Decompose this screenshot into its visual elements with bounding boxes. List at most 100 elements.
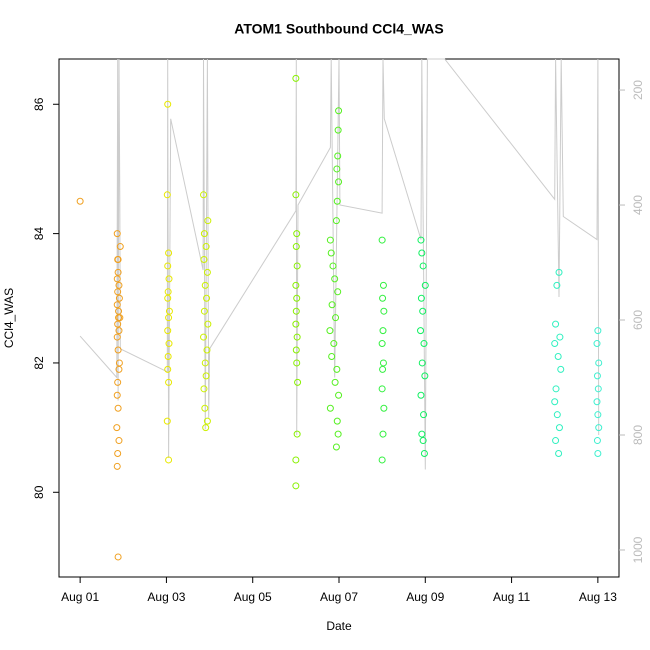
data-point	[335, 107, 343, 115]
data-point	[330, 340, 338, 348]
data-point	[165, 249, 173, 257]
data-point	[115, 327, 123, 335]
data-point	[204, 320, 212, 328]
data-point	[553, 411, 561, 419]
x-tick-label: Aug 01	[61, 590, 99, 604]
data-point	[332, 314, 340, 322]
data-point	[556, 333, 564, 341]
data-point	[203, 417, 211, 425]
data-point	[420, 449, 428, 457]
data-point	[593, 340, 601, 348]
data-point	[114, 404, 122, 412]
x-tick-label: Aug 05	[234, 590, 272, 604]
data-point	[379, 359, 387, 367]
data-point	[113, 391, 121, 399]
data-point	[200, 307, 208, 315]
data-point	[115, 365, 123, 373]
data-point	[553, 281, 561, 289]
data-point	[116, 314, 124, 322]
data-point	[552, 320, 560, 328]
data-point	[333, 197, 341, 205]
data-point	[292, 191, 300, 199]
data-point	[165, 456, 173, 464]
data-point	[421, 372, 429, 380]
data-point	[551, 398, 559, 406]
data-point	[293, 230, 301, 238]
data-point	[327, 249, 335, 257]
data-point	[594, 327, 602, 335]
data-point	[421, 281, 429, 289]
data-point	[593, 372, 601, 380]
data-point	[201, 281, 209, 289]
data-point	[293, 333, 301, 341]
data-point	[114, 288, 122, 296]
x-tick-label: Aug 07	[320, 590, 358, 604]
data-point	[333, 165, 341, 173]
data-point	[76, 197, 84, 205]
data-point	[114, 255, 122, 263]
data-point	[554, 352, 562, 360]
data-point	[115, 437, 123, 445]
data-point	[419, 437, 427, 445]
data-point	[378, 340, 386, 348]
data-point	[326, 236, 334, 244]
data-point	[203, 294, 211, 302]
data-point	[200, 385, 208, 393]
data-point	[164, 294, 172, 302]
data-point	[163, 417, 171, 425]
data-point	[203, 346, 211, 354]
data-point	[114, 378, 122, 386]
data-point	[551, 340, 559, 348]
data-point	[292, 281, 300, 289]
data-point	[165, 340, 173, 348]
data-point	[418, 359, 426, 367]
data-point	[333, 417, 341, 425]
data-point	[113, 462, 121, 470]
data-point	[595, 359, 603, 367]
data-point	[202, 424, 210, 432]
data-point	[328, 301, 336, 309]
data-point	[555, 268, 563, 276]
y-tick-label: 86	[32, 97, 46, 111]
data-point	[292, 320, 300, 328]
data-point	[114, 268, 122, 276]
data-point	[113, 230, 121, 238]
data-point	[202, 372, 210, 380]
data-point	[113, 275, 121, 283]
y2-tick-label: 800	[631, 425, 645, 445]
data-point	[593, 437, 601, 445]
data-point	[114, 320, 122, 328]
y2-tick-label: 200	[631, 80, 645, 100]
chart-title: ATOM1 Southbound CCl4_WAS	[234, 21, 443, 37]
data-point	[326, 404, 334, 412]
data-point	[555, 424, 563, 432]
data-point	[552, 437, 560, 445]
data-point	[378, 236, 386, 244]
data-point	[594, 385, 602, 393]
y2-tick-label: 400	[631, 195, 645, 215]
data-point	[114, 346, 122, 354]
data-point	[328, 352, 336, 360]
data-point	[293, 262, 301, 270]
data-point	[202, 243, 210, 251]
altitude-line	[79, 58, 600, 470]
data-point	[594, 411, 602, 419]
data-point	[200, 255, 208, 263]
data-point	[418, 249, 426, 257]
data-point	[334, 152, 342, 160]
data-point	[380, 307, 388, 315]
data-point	[165, 378, 173, 386]
data-point	[200, 191, 208, 199]
data-point	[164, 352, 172, 360]
data-point	[165, 275, 173, 283]
data-point	[380, 404, 388, 412]
data-point	[200, 333, 208, 341]
data-point	[552, 385, 560, 393]
y-tick-label: 80	[32, 485, 46, 499]
data-point	[418, 430, 426, 438]
data-point	[379, 327, 387, 335]
data-point	[417, 236, 425, 244]
data-point	[557, 365, 565, 373]
data-point	[292, 482, 300, 490]
data-point	[420, 340, 428, 348]
